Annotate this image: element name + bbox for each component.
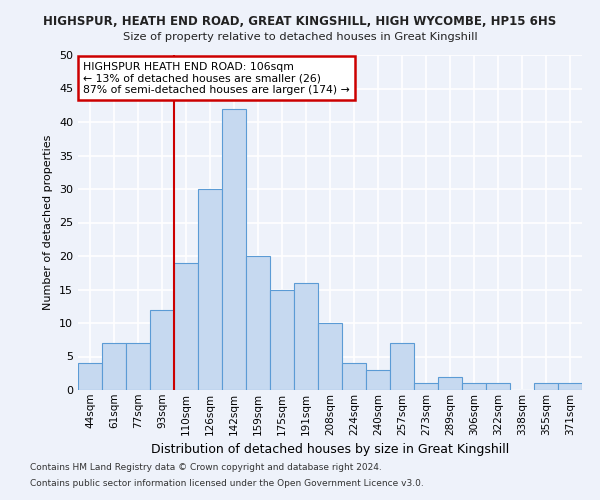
Bar [294,283,318,390]
Bar [462,384,486,390]
Bar [342,363,366,390]
Y-axis label: Number of detached properties: Number of detached properties [43,135,53,310]
Bar [174,262,198,390]
Bar [366,370,390,390]
Text: Contains HM Land Registry data © Crown copyright and database right 2024.: Contains HM Land Registry data © Crown c… [30,464,382,472]
Bar [390,343,414,390]
Bar [414,384,438,390]
Bar [150,310,174,390]
Text: HIGHSPUR, HEATH END ROAD, GREAT KINGSHILL, HIGH WYCOMBE, HP15 6HS: HIGHSPUR, HEATH END ROAD, GREAT KINGSHIL… [43,15,557,28]
Text: HIGHSPUR HEATH END ROAD: 106sqm
← 13% of detached houses are smaller (26)
87% of: HIGHSPUR HEATH END ROAD: 106sqm ← 13% of… [83,62,350,95]
Text: Size of property relative to detached houses in Great Kingshill: Size of property relative to detached ho… [122,32,478,42]
Bar [534,384,558,390]
Bar [78,363,102,390]
Bar [126,343,150,390]
Bar [222,108,246,390]
Bar [438,376,462,390]
Bar [246,256,270,390]
Bar [318,323,342,390]
Bar [198,189,222,390]
Text: Contains public sector information licensed under the Open Government Licence v3: Contains public sector information licen… [30,478,424,488]
Bar [486,384,510,390]
Bar [102,343,126,390]
Bar [558,384,582,390]
X-axis label: Distribution of detached houses by size in Great Kingshill: Distribution of detached houses by size … [151,443,509,456]
Bar [270,290,294,390]
